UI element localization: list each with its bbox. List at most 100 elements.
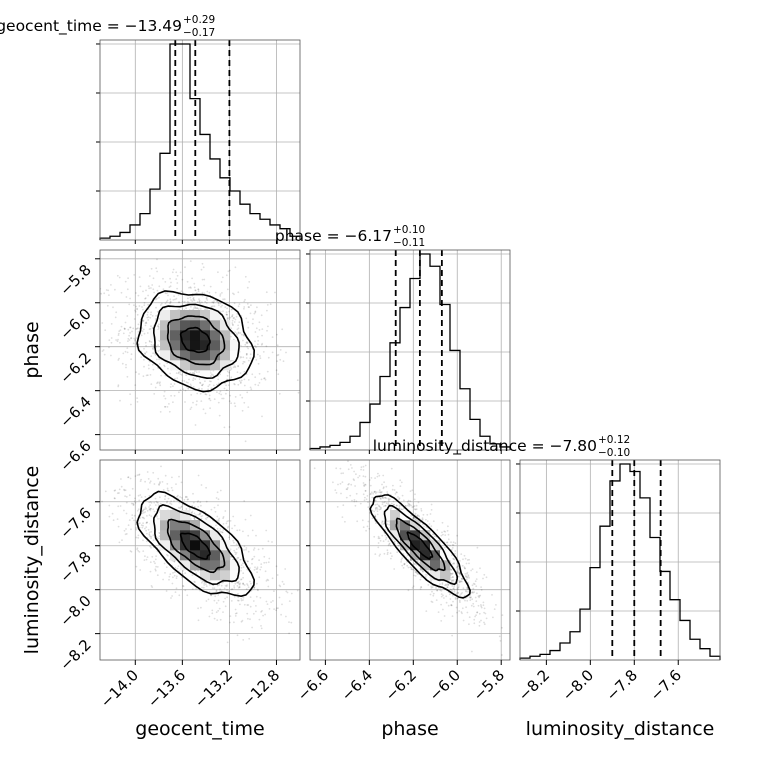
sample-point xyxy=(271,577,274,580)
sample-point xyxy=(391,488,394,491)
sample-point xyxy=(146,316,149,319)
sample-point xyxy=(141,512,143,515)
sample-point xyxy=(263,561,266,564)
density-cell xyxy=(440,570,451,581)
sample-point xyxy=(398,497,401,499)
sample-point xyxy=(417,501,420,504)
sample-point xyxy=(423,525,425,528)
sample-point xyxy=(147,319,150,321)
sample-point xyxy=(154,318,157,320)
sample-point xyxy=(354,485,356,487)
sample-point xyxy=(243,378,246,381)
sample-point xyxy=(461,580,463,583)
density-cell xyxy=(190,320,201,331)
sample-point xyxy=(484,612,487,615)
sample-point xyxy=(398,498,400,501)
sample-point xyxy=(271,662,273,664)
sample-point xyxy=(432,594,435,597)
sample-point xyxy=(390,557,392,560)
sample-point xyxy=(229,520,232,522)
sample-point xyxy=(277,607,279,609)
sample-point xyxy=(120,485,123,488)
sample-point xyxy=(501,626,503,629)
density-cell xyxy=(390,510,401,521)
sample-point xyxy=(255,327,258,330)
sample-point xyxy=(126,375,129,378)
sample-point xyxy=(151,326,154,329)
sample-point xyxy=(451,579,453,581)
sample-point xyxy=(374,515,377,518)
sample-point xyxy=(226,641,229,644)
sample-point xyxy=(144,322,147,324)
sample-point xyxy=(135,527,138,529)
sample-point xyxy=(195,514,197,516)
sample-point xyxy=(469,597,472,599)
sample-point xyxy=(221,397,224,400)
sample-point xyxy=(125,501,128,504)
sample-point xyxy=(143,302,146,304)
sample-point xyxy=(149,482,151,484)
sample-point xyxy=(350,483,353,486)
sample-point xyxy=(180,290,183,292)
sample-point xyxy=(194,378,197,380)
sample-point xyxy=(136,548,139,551)
sample-point xyxy=(243,584,246,586)
sample-point xyxy=(133,519,135,522)
sample-point xyxy=(255,568,258,570)
sample-point xyxy=(184,572,187,574)
sample-point xyxy=(453,562,455,565)
sample-point xyxy=(339,482,342,485)
sample-point xyxy=(211,301,214,303)
sample-point xyxy=(206,516,209,519)
sample-point xyxy=(467,574,470,577)
sample-point xyxy=(264,570,267,573)
sample-point xyxy=(171,582,174,585)
sample-point xyxy=(143,358,145,361)
sample-point xyxy=(124,489,127,492)
contour-line xyxy=(179,326,211,354)
sample-point xyxy=(225,585,228,588)
sample-point xyxy=(430,509,433,511)
sample-point xyxy=(148,494,151,497)
sample-point xyxy=(153,560,155,563)
sample-point xyxy=(360,466,363,469)
sample-point xyxy=(175,372,178,374)
sample-point xyxy=(234,383,236,386)
sample-point xyxy=(222,397,225,400)
sample-point xyxy=(178,371,180,374)
sample-point xyxy=(412,505,415,508)
sample-point xyxy=(134,339,136,342)
sample-point xyxy=(137,537,140,539)
sample-point xyxy=(176,274,179,277)
sample-point xyxy=(471,650,473,653)
sample-point xyxy=(457,584,460,586)
sample-point xyxy=(194,581,196,583)
sample-point xyxy=(205,297,208,300)
sample-point xyxy=(242,572,245,575)
sample-point xyxy=(171,476,173,479)
density-cell xyxy=(180,340,191,351)
density-cell xyxy=(230,560,241,571)
sample-point xyxy=(169,386,172,388)
sample-point xyxy=(445,601,448,604)
sample-point xyxy=(167,367,169,370)
sample-point xyxy=(407,503,410,505)
sample-point xyxy=(143,304,146,307)
sample-point xyxy=(243,370,246,373)
sample-point xyxy=(205,393,208,396)
sample-point xyxy=(255,534,257,537)
sample-point xyxy=(384,496,386,499)
sample-point xyxy=(235,543,238,546)
sample-point xyxy=(114,316,117,319)
sample-point xyxy=(249,514,252,517)
sample-point xyxy=(347,468,350,471)
sample-point xyxy=(266,578,269,581)
sample-point xyxy=(362,493,365,496)
sample-point xyxy=(451,547,454,549)
sample-point xyxy=(115,339,117,341)
sample-point xyxy=(288,632,290,635)
sample-point xyxy=(450,604,453,607)
density-cell xyxy=(400,520,411,531)
sample-point xyxy=(460,577,463,580)
sample-point xyxy=(200,484,203,486)
